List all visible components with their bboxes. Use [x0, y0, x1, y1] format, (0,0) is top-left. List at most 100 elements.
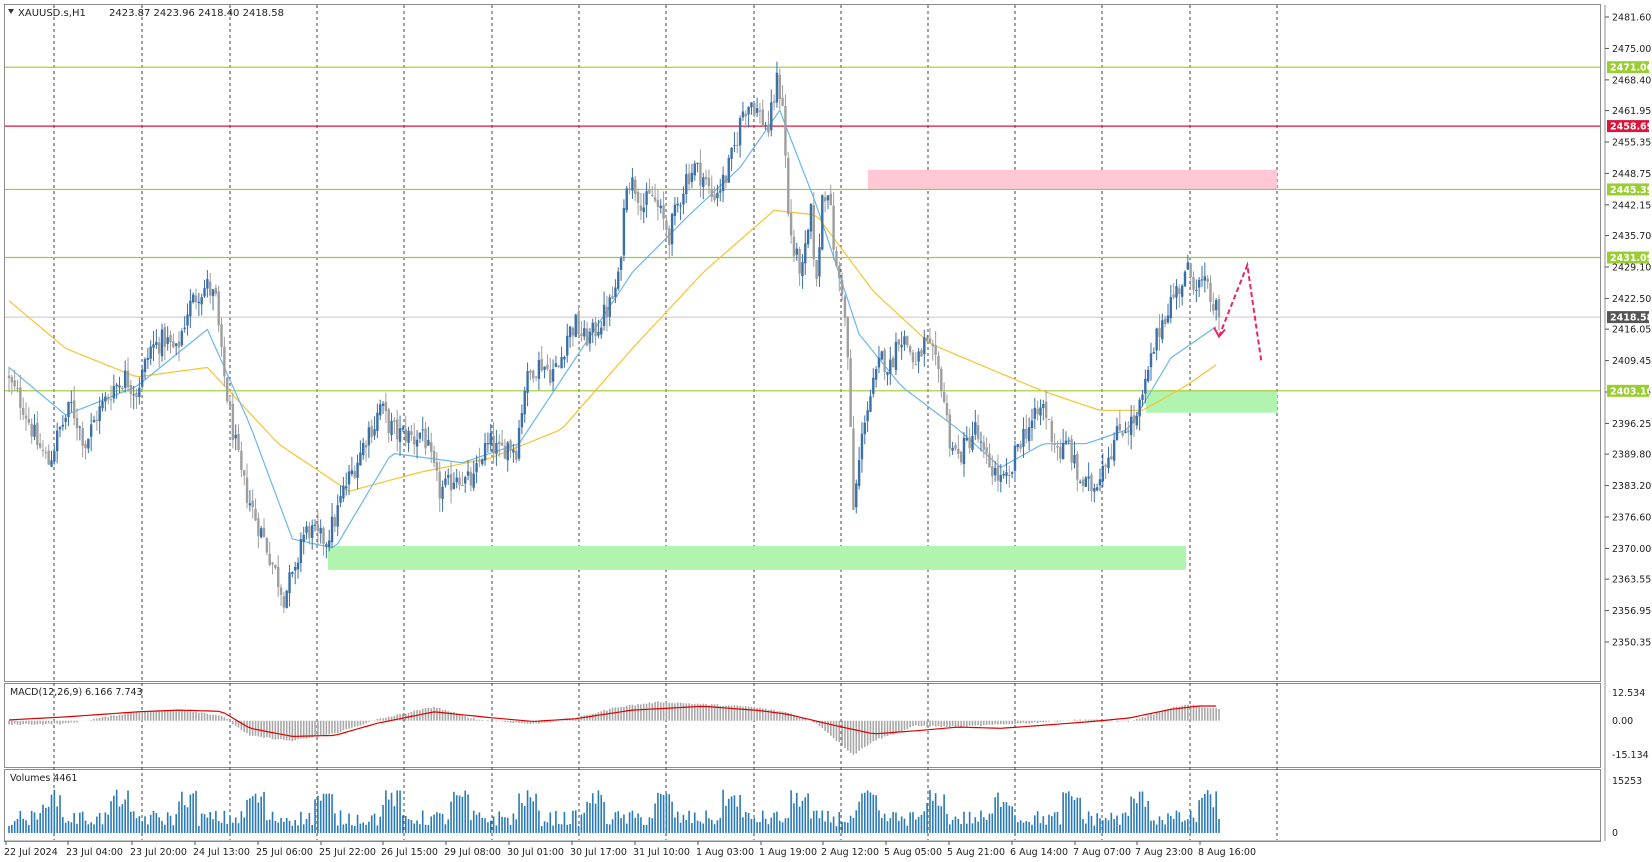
candle-body — [1056, 445, 1059, 448]
candle-body — [279, 587, 283, 595]
candle-body — [447, 475, 450, 478]
candle-body — [123, 370, 127, 388]
candle-body — [568, 326, 572, 338]
candle-body — [401, 427, 405, 430]
candle-body — [285, 590, 288, 608]
macd-signal-line — [8, 705, 1217, 738]
candle-body — [591, 322, 594, 333]
candle-body — [370, 425, 373, 438]
collapse-arrow-icon[interactable] — [8, 9, 14, 14]
candles — [7, 61, 1221, 614]
candle-body — [498, 441, 501, 445]
volume-tick-label: 0 — [1612, 828, 1618, 839]
candle-body — [1197, 279, 1201, 288]
time-tick-label: 2 Aug 12:00 — [821, 847, 879, 858]
candle-body — [1073, 455, 1076, 464]
candle-body — [492, 435, 495, 454]
candle-body — [1112, 440, 1116, 461]
candle-body — [138, 387, 141, 398]
candle-body — [1172, 294, 1175, 298]
candle-body — [996, 465, 1000, 481]
candle-body — [197, 301, 201, 304]
candle-body — [719, 190, 722, 193]
time-tick-label: 26 Jul 15:00 — [381, 847, 438, 858]
candle-body — [325, 544, 328, 547]
price-axis[interactable]: 2481.60 2475.00 2468.40 2461.95 2455.35 2448.… — [1604, 5, 1652, 841]
candle-body — [1107, 457, 1110, 469]
candle-body — [16, 388, 19, 390]
candle-body — [1064, 440, 1068, 444]
candle-body — [1053, 443, 1056, 445]
candle-body — [509, 440, 512, 451]
candle-body — [415, 439, 419, 447]
price-tick-label: 2475.00 — [1612, 44, 1651, 55]
candle-body — [634, 179, 637, 195]
candle-body — [265, 538, 269, 553]
candle-body — [1019, 444, 1022, 449]
candle-body — [166, 337, 169, 344]
price-panel[interactable] — [4, 4, 1601, 682]
candle-body — [815, 260, 818, 279]
candle-body — [716, 192, 719, 199]
candle-body — [702, 177, 705, 188]
candle-body — [976, 425, 980, 440]
candle-body — [772, 100, 776, 103]
candle-body — [347, 471, 351, 485]
candle-body — [1192, 277, 1195, 290]
candle-body — [129, 385, 133, 394]
price-tick-label: 2350.35 — [1612, 638, 1651, 649]
candle-body — [58, 426, 62, 430]
candle-body — [571, 327, 575, 336]
candle-body — [951, 447, 954, 451]
candle-body — [302, 534, 305, 542]
candle-body — [770, 102, 773, 131]
candle-body — [160, 329, 164, 357]
candle-body — [965, 438, 968, 441]
candle-body — [268, 553, 271, 565]
candle-body — [367, 427, 371, 446]
candle-body — [1104, 464, 1107, 467]
candle-body — [693, 163, 696, 176]
candle-body — [755, 108, 759, 113]
time-axis[interactable]: 22 Jul 2024 23 Jul 04:00 23 Jul 20:00 24 Ju… — [4, 840, 1600, 858]
candle-body — [736, 144, 739, 146]
candle-body — [475, 463, 478, 473]
candle-body — [81, 428, 84, 446]
candle-body — [404, 428, 407, 442]
volume-tick-label: 15253 — [1612, 776, 1642, 787]
candle-body — [1209, 282, 1212, 303]
candle-body — [670, 213, 674, 245]
price-tick-label: 2422.50 — [1612, 294, 1651, 305]
candle-body — [132, 394, 135, 396]
candle-body — [1169, 297, 1173, 319]
candle-body — [432, 450, 436, 464]
macd-tick-label: 12.534 — [1612, 688, 1645, 699]
candle-body — [169, 335, 172, 343]
candle-body — [95, 419, 99, 421]
candle-body — [1013, 445, 1017, 471]
candle-body — [299, 539, 303, 563]
candle-body — [1203, 276, 1207, 281]
candle-body — [70, 402, 73, 404]
candle-body — [942, 392, 946, 403]
candle-body — [806, 229, 810, 245]
price-tick-label: 2468.40 — [1612, 75, 1651, 86]
macd-tick-label: -15.134 — [1612, 750, 1649, 761]
candle-body — [1067, 440, 1071, 442]
price-tick-label: 2356.95 — [1612, 606, 1651, 617]
candle-body — [1149, 353, 1153, 368]
candle-body — [1101, 465, 1105, 482]
candle-body — [189, 300, 192, 317]
candle-body — [1090, 474, 1093, 491]
candle-body — [359, 452, 362, 466]
candle-body — [254, 508, 257, 521]
candle-body — [721, 174, 725, 191]
candle-body — [384, 401, 388, 412]
candle-body — [311, 525, 314, 538]
candle-body — [1129, 416, 1133, 436]
candle-body — [971, 435, 974, 450]
candle-body — [549, 369, 552, 383]
current-price-label: 2418.58 — [1610, 313, 1652, 324]
candle-body — [472, 473, 475, 488]
